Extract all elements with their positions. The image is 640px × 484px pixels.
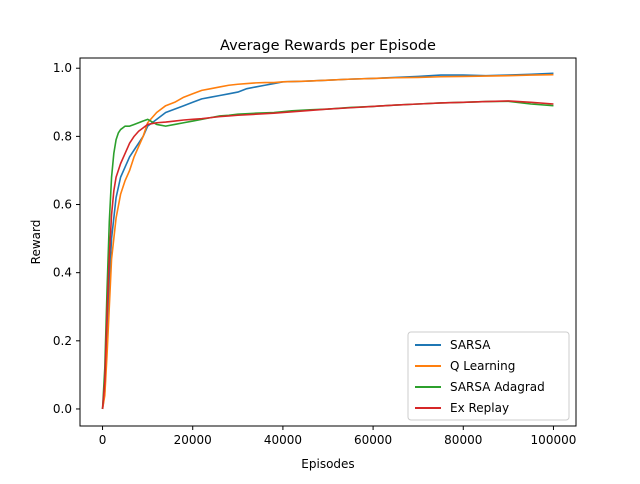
- series-line-q-learning: [101, 73, 554, 410]
- y-tick-label: 0.8: [53, 129, 72, 143]
- legend-entry: Ex Replay: [450, 401, 509, 415]
- x-axis-label: Episodes: [301, 457, 354, 471]
- axis-ticks: 0 20000 40000 60000 80000 100000 0.0 0.2 0.4 0.6 0…: [53, 61, 576, 447]
- y-axis-label: Reward: [29, 220, 43, 265]
- legend: SARSA Q Learning SARSA Adagrad Ex Replay: [407, 331, 570, 421]
- chart-title: Average Rewards per Episode: [220, 38, 436, 54]
- y-tick-label: 0.6: [53, 198, 72, 212]
- legend-entry: SARSA Adagrad: [450, 380, 545, 394]
- y-tick-label: 1.0: [53, 61, 72, 75]
- x-tick-label: 80000: [444, 433, 482, 447]
- legend-entry: Q Learning: [450, 359, 515, 373]
- y-tick-label: 0.2: [53, 334, 72, 348]
- y-tick-label: 0.4: [53, 266, 72, 280]
- x-tick-label: 100000: [531, 433, 577, 447]
- series-line-ex-replay: [101, 100, 554, 410]
- x-tick-label: 60000: [354, 433, 392, 447]
- plot-lines: [101, 72, 554, 410]
- x-tick-label: 20000: [174, 433, 212, 447]
- plot-frame: [79, 57, 577, 427]
- legend-box: [407, 331, 570, 421]
- y-tick-label: 0.0: [53, 402, 72, 416]
- legend-entry: SARSA: [450, 338, 491, 352]
- x-tick-label: 0: [99, 433, 107, 447]
- x-tick-label: 40000: [264, 433, 302, 447]
